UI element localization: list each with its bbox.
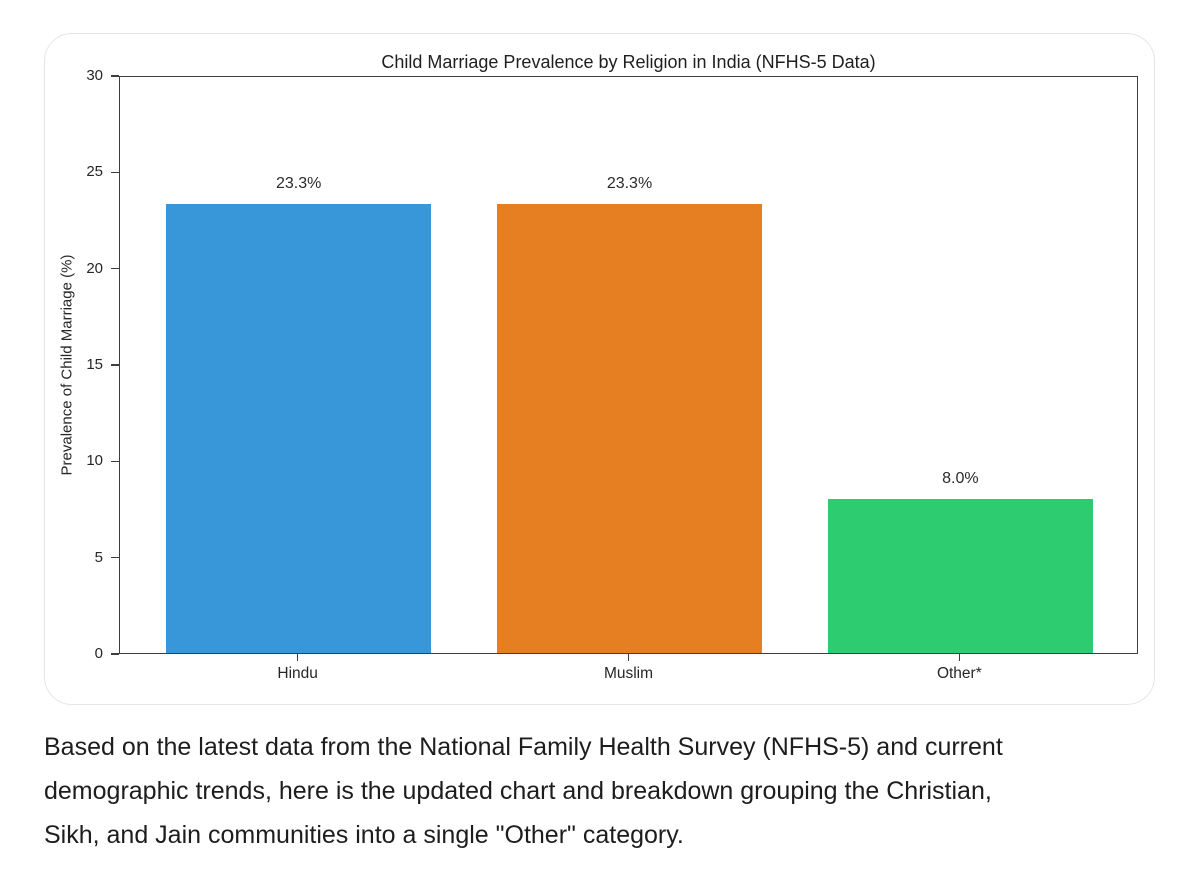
y-tick — [111, 267, 119, 270]
x-tick — [627, 654, 630, 661]
y-tick — [111, 364, 119, 366]
y-tick — [111, 460, 119, 463]
bar-hindu — [166, 204, 431, 653]
bar-value-label: 8.0% — [942, 469, 979, 487]
caption-line: demographic trends, here is the updated … — [44, 777, 992, 805]
caption-line: Based on the latest data from the Nation… — [44, 733, 1003, 761]
bar-value-label: 23.3% — [275, 175, 322, 193]
y-tick-label: 5 — [94, 548, 103, 566]
plot-area: 23.3% 23.3% 8.0% — [119, 76, 1138, 654]
x-tick — [958, 654, 961, 661]
y-tick-label: 25 — [86, 163, 103, 181]
x-tick-label: Muslim — [603, 665, 654, 682]
y-tick-label: 0 — [94, 645, 103, 662]
chart-title: Child Marriage Prevalence by Religion in… — [381, 52, 876, 72]
bar-value-label: 23.3% — [606, 175, 653, 193]
x-tick — [296, 654, 299, 661]
x-tick-label: Other* — [936, 665, 982, 682]
bar-other — [828, 498, 1093, 653]
bar-muslim — [497, 204, 762, 653]
y-tick-label: 15 — [86, 356, 103, 373]
x-tick-label: Hindu — [277, 665, 318, 682]
y-tick — [111, 171, 119, 174]
caption-line: Sikh, and Jain communities into a single… — [44, 821, 684, 849]
y-tick-label: 10 — [86, 452, 103, 470]
y-tick-label: 30 — [86, 67, 103, 84]
y-tick — [111, 556, 119, 559]
y-tick — [111, 653, 119, 655]
chart-card[interactable]: Child Marriage Prevalence by Religion in… — [44, 33, 1155, 705]
caption: Based on the latest data from the Nation… — [44, 725, 1174, 857]
y-tick-label: 20 — [86, 259, 103, 277]
y-tick — [111, 75, 119, 77]
